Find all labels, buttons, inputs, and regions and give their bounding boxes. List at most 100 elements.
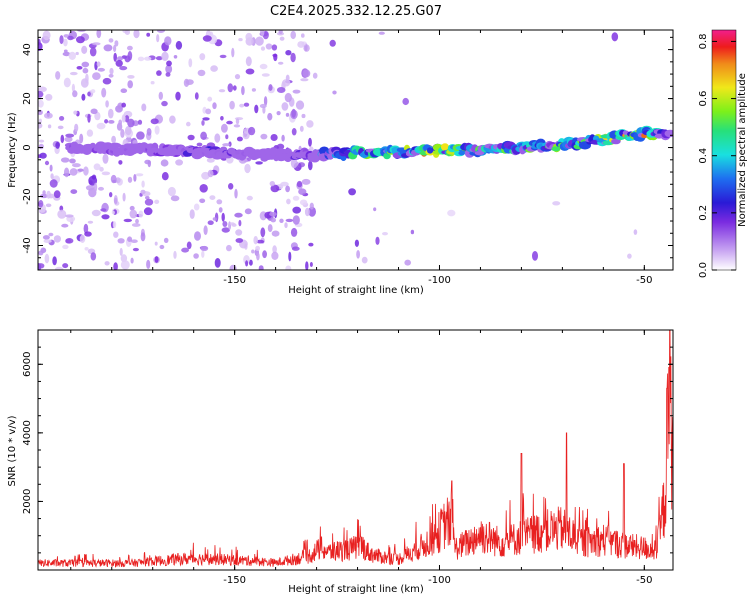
noise-blob — [112, 221, 117, 229]
noise-blob — [278, 30, 283, 34]
noise-blob — [55, 266, 64, 270]
noise-blob — [210, 65, 218, 72]
noise-blob — [270, 134, 278, 141]
noise-blob — [63, 77, 71, 88]
noise-blob — [286, 198, 291, 205]
noise-blob — [308, 206, 316, 217]
noise-blob — [298, 188, 307, 195]
noise-blob — [93, 163, 101, 171]
noise-blob — [236, 136, 243, 142]
noise-blob — [154, 125, 160, 135]
noise-blob — [251, 249, 255, 254]
noise-blob — [285, 218, 294, 223]
noise-blob — [155, 56, 163, 61]
noise-blob — [159, 244, 165, 250]
noise-blob — [140, 189, 146, 195]
x-tick-label: -100 — [428, 275, 451, 286]
noise-blob — [98, 186, 104, 191]
noise-blob — [127, 176, 133, 183]
noise-blob — [42, 190, 46, 196]
ridge-blob — [611, 138, 621, 145]
noise-blob — [161, 100, 168, 107]
noise-blob — [263, 96, 268, 106]
noise-blob — [127, 236, 133, 242]
noise-blob — [150, 118, 159, 125]
noise-blob — [258, 265, 264, 270]
noise-blob — [132, 247, 139, 252]
noise-blob — [53, 235, 62, 243]
noise-blob — [221, 212, 225, 222]
colorbar-tick-label: 0.6 — [698, 91, 709, 107]
noise-blob — [297, 163, 302, 170]
noise-blob — [244, 208, 252, 215]
noise-blob — [110, 174, 117, 184]
noise-blob — [127, 75, 135, 79]
noise-blob — [285, 185, 290, 193]
noise-blob — [214, 133, 221, 143]
noise-blob — [256, 252, 260, 261]
noise-blob — [59, 116, 65, 121]
noise-blob — [292, 206, 302, 214]
noise-blob — [306, 120, 314, 128]
noise-blob — [260, 46, 266, 51]
noise-blob — [301, 178, 311, 185]
noise-blob — [285, 74, 290, 82]
noise-blob — [173, 55, 178, 59]
noise-blob — [44, 160, 50, 166]
noise-blob — [113, 262, 118, 270]
ridge-blob — [426, 147, 434, 154]
noise-blob — [290, 30, 297, 40]
noise-blob — [136, 131, 145, 140]
noise-blob — [284, 222, 288, 229]
noise-blob — [265, 43, 273, 50]
noise-blob — [101, 214, 110, 220]
noise-blob — [90, 252, 97, 261]
noise-blob — [261, 73, 270, 77]
noise-blob — [207, 220, 214, 225]
noise-blob — [245, 260, 249, 267]
noise-blob — [254, 104, 259, 114]
ridge-blob — [294, 152, 302, 158]
noise-blob — [111, 135, 116, 144]
noise-blob — [243, 255, 250, 265]
colorbar-tick-label: 0.0 — [698, 262, 709, 278]
noise-blob — [308, 160, 313, 171]
noise-blob — [137, 119, 143, 125]
noise-blob — [65, 214, 74, 218]
noise-blob — [175, 159, 184, 166]
noise-blob — [299, 125, 304, 132]
noise-blob — [356, 250, 360, 259]
noise-blob — [299, 199, 308, 206]
noise-blob — [269, 181, 275, 187]
spectrogram-axes: -150 -100 -50 -40 -20 0 20 40 — [22, 30, 673, 286]
noise-blob — [378, 31, 385, 35]
snr-y-label: SNR (10 * v/v) — [7, 415, 18, 486]
noise-blob — [143, 207, 153, 216]
snr-panel: -150 -100 -50 2000 4000 6000 Height of straig… — [7, 329, 674, 595]
noise-blob — [329, 39, 336, 47]
noise-blob — [81, 61, 90, 68]
noise-blob — [104, 261, 110, 266]
noise-blob — [141, 180, 145, 188]
noise-blob — [87, 220, 94, 224]
noise-blob — [129, 209, 138, 219]
noise-blob — [309, 262, 313, 267]
noise-blob — [165, 72, 171, 77]
noise-blob — [38, 86, 47, 93]
noise-blob — [231, 47, 235, 58]
noise-blob — [83, 223, 89, 234]
noise-blob — [119, 66, 128, 71]
noise-blob — [301, 113, 306, 119]
noise-blob — [271, 230, 280, 237]
noise-blob — [121, 114, 126, 123]
x-tick-label: -150 — [223, 275, 246, 286]
noise-blob — [243, 102, 250, 107]
noise-blob — [292, 215, 300, 225]
noise-blob — [229, 222, 235, 226]
noise-blob — [290, 52, 296, 63]
noise-blob — [202, 35, 212, 42]
noise-blob — [218, 207, 223, 213]
noise-blob — [292, 195, 300, 201]
noise-blob — [165, 64, 173, 74]
noise-blob — [38, 263, 45, 269]
